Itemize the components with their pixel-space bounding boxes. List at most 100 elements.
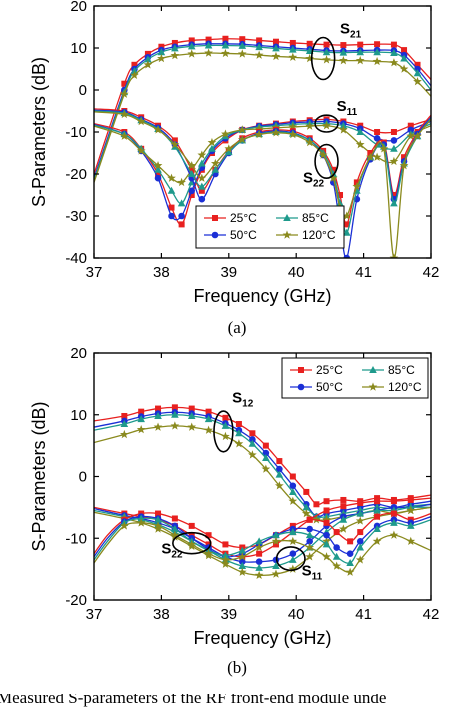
point-s11-50c	[255, 558, 263, 566]
caption-b: (b)	[227, 658, 247, 677]
series-line-s12-85c	[94, 414, 431, 519]
point-s22-85c	[322, 540, 331, 548]
point-s22-120c	[271, 536, 281, 546]
annotation-ellipse-s21	[310, 36, 336, 81]
x-tick-label: 37	[86, 606, 103, 623]
legend-marker-85c	[283, 214, 291, 221]
x-tick-label: 40	[288, 264, 305, 281]
point-s11-50c	[373, 135, 381, 142]
point-s22-85c	[332, 552, 341, 560]
point-s12-25c	[303, 488, 310, 495]
point-s22-50c	[333, 544, 340, 551]
point-s12-25c	[276, 458, 283, 465]
point-s21-85c	[255, 43, 263, 51]
series-line-s12-50c	[94, 411, 431, 518]
legend-label-25c: 25°C	[230, 211, 257, 225]
point-s11-50c	[390, 137, 398, 144]
point-s11-25c	[272, 541, 279, 548]
point-s22-120c	[254, 129, 264, 139]
point-s22-120c	[136, 518, 146, 527]
series-line-s12-25c	[94, 406, 431, 506]
point-s22-120c	[204, 549, 213, 558]
point-s11-120c	[322, 121, 331, 130]
point-s12-120c	[119, 429, 129, 439]
annotation-label-s22: S22	[161, 541, 183, 561]
point-s11-25c	[357, 500, 364, 507]
x-axis-label: Frequency (GHz)	[193, 286, 331, 306]
y-tick-label: -10	[65, 124, 87, 141]
point-s22-25c	[188, 166, 195, 173]
point-s22-120c	[224, 144, 234, 153]
point-s22-120c	[237, 134, 247, 144]
point-s22-85c	[171, 524, 179, 532]
point-s22-85c	[346, 558, 354, 566]
legend-box	[195, 205, 345, 249]
point-s22-120c	[345, 567, 355, 576]
point-s11-120c	[221, 559, 230, 568]
point-s21-120c	[399, 64, 409, 73]
point-s22-50c	[346, 550, 354, 557]
series-line-s22-50c	[94, 515, 431, 558]
point-s21-25c	[239, 36, 246, 43]
point-s12-85c	[235, 429, 243, 437]
point-s22-120c	[288, 536, 298, 546]
point-s22-25c	[330, 166, 337, 173]
series-line-s21-85c	[94, 44, 431, 181]
x-tick-label: 39	[220, 264, 237, 281]
point-s22-120c	[305, 542, 315, 552]
point-s22-120c	[318, 150, 328, 159]
point-s21-120c	[339, 56, 348, 65]
y-tick-label: -10	[65, 530, 87, 547]
legend-label-85c: 85°C	[388, 363, 415, 377]
point-s11-25c	[390, 498, 397, 505]
point-s21-25c	[289, 39, 296, 46]
point-s22-120c	[328, 173, 338, 182]
legend-marker-50c	[297, 383, 305, 391]
point-s21-120c	[130, 70, 139, 80]
point-s11-50c	[178, 212, 185, 220]
point-s21-85c	[356, 48, 365, 56]
annotation-ellipse-s12	[213, 410, 234, 453]
point-s12-85c	[187, 411, 196, 419]
series-line-s11-85c	[94, 122, 431, 205]
y-tick-label: 0	[79, 82, 87, 99]
x-tick-label: 37	[86, 264, 103, 281]
point-s11-85c	[339, 515, 348, 523]
annotation-ellipse-s11	[314, 114, 339, 133]
point-s22-120c	[352, 182, 362, 191]
point-s21-120c	[288, 52, 298, 61]
point-s22-50c	[343, 254, 351, 258]
point-s22-120c	[322, 552, 331, 561]
point-s11-120c	[177, 177, 186, 187]
y-axis-label: S-Parameters (dB)	[29, 401, 49, 551]
point-s22-25c	[347, 538, 354, 545]
y-axis-label: S-Parameters (dB)	[29, 57, 49, 207]
annotation-label-s11: S11	[337, 98, 358, 118]
series-line-s22-120c	[94, 522, 431, 573]
point-s11-25c	[340, 503, 347, 510]
point-s21-25c	[323, 41, 330, 48]
point-s21-85c	[289, 45, 297, 53]
point-s11-50c	[154, 174, 162, 182]
point-s22-85c	[272, 531, 280, 539]
point-s22-120c	[413, 131, 422, 140]
point-s11-50c	[306, 538, 313, 545]
point-s21-85c	[221, 41, 230, 49]
figure-caption-partial: Measured S-parameters of the RF front-en…	[0, 694, 474, 707]
point-s12-50c	[289, 482, 297, 490]
point-s11-25c	[168, 204, 175, 211]
point-s12-25c	[222, 414, 229, 421]
point-s21-120c	[372, 56, 382, 66]
legend-label-120c: 120°C	[302, 228, 336, 242]
point-s12-25c	[323, 498, 330, 505]
point-s22-25c	[222, 541, 229, 548]
point-s21-120c	[254, 50, 264, 59]
point-s22-85c	[221, 551, 230, 559]
point-s12-85c	[248, 439, 257, 447]
point-s12-120c	[261, 464, 271, 473]
point-s12-85c	[120, 420, 129, 428]
point-s12-120c	[170, 421, 180, 430]
point-s22-85c	[187, 170, 196, 177]
series-line-s21-120c	[94, 52, 431, 183]
series-line-s12-120c	[94, 425, 431, 521]
